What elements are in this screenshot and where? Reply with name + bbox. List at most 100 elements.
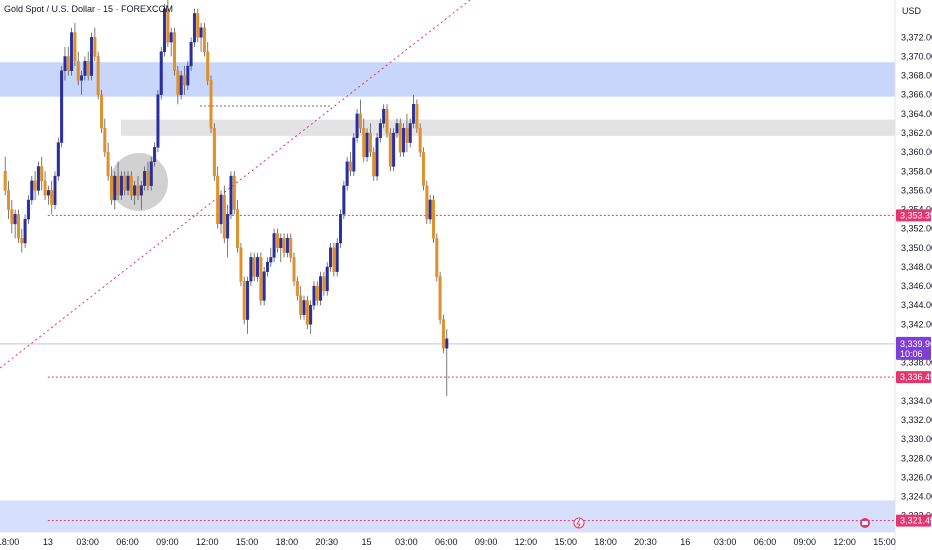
candle (216, 166, 220, 229)
candle (56, 137, 60, 181)
candle-body (445, 338, 449, 349)
candle-body (342, 185, 346, 215)
y-tick-label: 3,334.00 (901, 396, 932, 406)
y-tick-label: 3,342.00 (901, 319, 932, 329)
candle (265, 257, 269, 277)
candle (415, 99, 419, 133)
candle-body (126, 175, 130, 191)
candle (256, 252, 260, 282)
candle (182, 66, 186, 95)
candle (93, 27, 97, 62)
candle (76, 51, 80, 86)
candle (206, 42, 210, 86)
candle-body (136, 185, 140, 196)
candle (3, 156, 7, 196)
candle (36, 161, 40, 196)
candle (378, 118, 382, 143)
x-tick-label: 06:00 (435, 537, 458, 547)
x-tick-label: 03:00 (395, 537, 418, 547)
candle (342, 180, 346, 220)
event-icon[interactable] (573, 517, 585, 529)
candle-body (289, 238, 293, 258)
candle-body (319, 276, 323, 301)
candle-body (256, 257, 260, 277)
candle (73, 22, 77, 67)
x-tick-label: 12:00 (833, 537, 856, 547)
candle (375, 133, 379, 181)
x-tick-label: 18:00 (276, 537, 299, 547)
candle (219, 190, 223, 234)
candle (362, 118, 366, 162)
candle (199, 22, 203, 52)
y-tick-label: 3,346.00 (901, 281, 932, 291)
candle-body (428, 199, 432, 220)
y-tick-label: 3,350.00 (901, 243, 932, 253)
candle (405, 113, 409, 153)
candle-body (229, 175, 233, 215)
x-tick-label: 15:00 (236, 537, 259, 547)
candle-body (232, 175, 236, 210)
candle-body (292, 257, 296, 282)
candle-body (123, 175, 127, 191)
candle (196, 8, 200, 43)
candle (345, 156, 349, 191)
candle (129, 171, 133, 200)
candle (282, 233, 286, 258)
candle-body (242, 281, 246, 320)
candle-body (309, 305, 313, 325)
candle (106, 142, 110, 181)
candle-body (282, 238, 286, 253)
candle-body (239, 247, 243, 282)
y-tick-label: 3,330.00 (901, 434, 932, 444)
candle (23, 214, 27, 248)
candle-body (139, 185, 143, 196)
candle (123, 171, 127, 196)
candle (352, 133, 356, 177)
candle-body (435, 238, 439, 277)
candle (392, 128, 396, 172)
candle-body (113, 175, 117, 201)
candle (425, 180, 429, 224)
candle (159, 46, 163, 100)
candle-body (7, 190, 11, 210)
x-tick-label: 15:00 (873, 537, 896, 547)
candle-body (335, 242, 339, 272)
candle-body (10, 209, 14, 225)
candle (169, 27, 173, 57)
candle-body (143, 171, 147, 186)
candle-body (196, 13, 200, 38)
candle-body (23, 218, 27, 244)
candle-body (109, 175, 113, 201)
price-tag (896, 514, 931, 527)
candle-body (362, 128, 366, 158)
candle (348, 152, 352, 177)
y-tick-label: 3,352.00 (901, 224, 932, 234)
candle-body (352, 137, 356, 172)
candle (242, 276, 246, 325)
x-tick-label: 06:00 (754, 537, 777, 547)
candle-body (285, 238, 289, 253)
x-tick-label: 03:00 (76, 537, 99, 547)
candle-body (408, 123, 412, 143)
candle-body (322, 276, 326, 292)
candle-body (388, 132, 392, 167)
candle (96, 51, 100, 100)
candle-body (202, 27, 206, 52)
candle (279, 233, 283, 263)
price-tag (896, 371, 931, 384)
candle (365, 128, 369, 162)
candle (26, 195, 30, 224)
candle (103, 118, 107, 157)
candle (315, 281, 319, 306)
candle (249, 252, 253, 287)
candle (252, 252, 256, 282)
candle-body (3, 171, 7, 191)
candle (438, 271, 442, 325)
candle (435, 233, 439, 282)
candle (119, 171, 123, 200)
candle-body (372, 151, 376, 177)
candle-body (60, 70, 64, 143)
x-tick-label: 16 (680, 537, 690, 547)
candle-body (156, 94, 160, 148)
